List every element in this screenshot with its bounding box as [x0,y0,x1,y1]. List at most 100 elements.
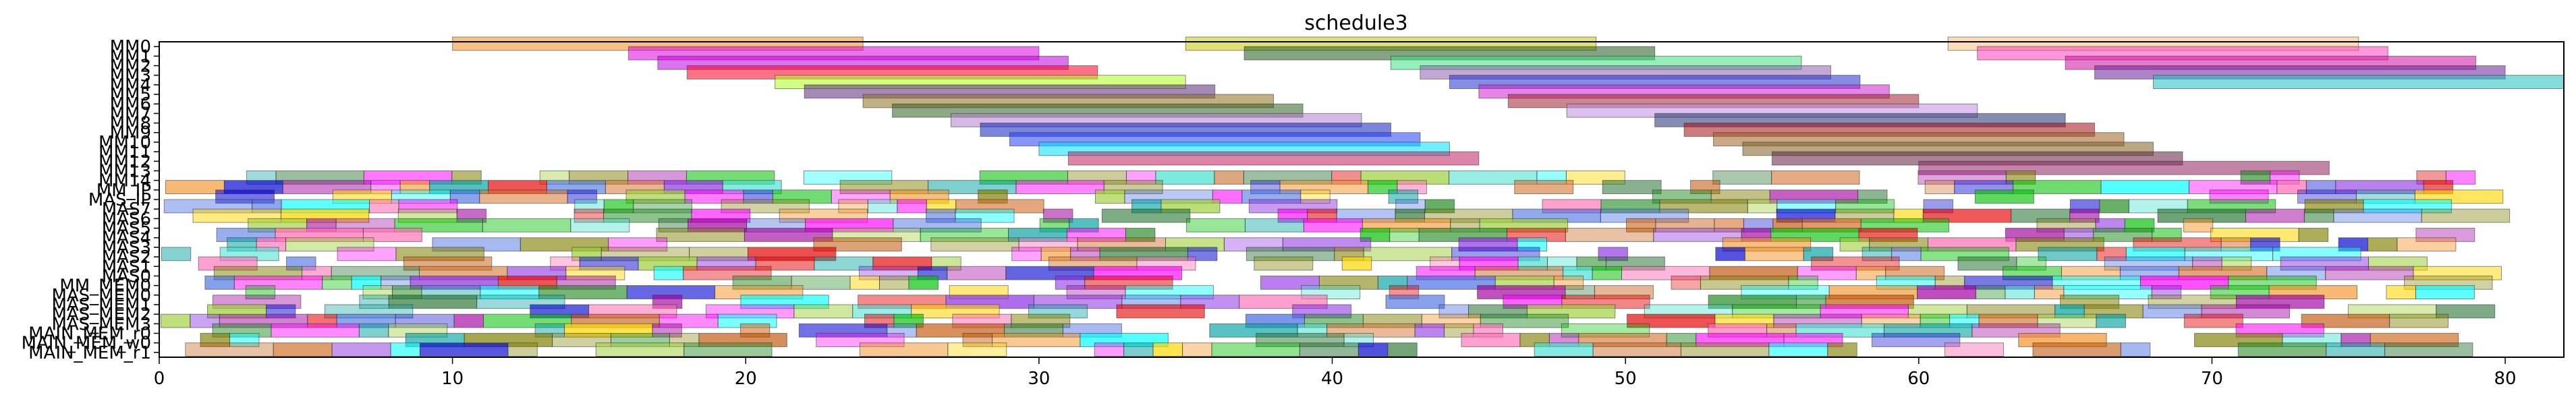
small-task-bar [1461,333,1521,347]
small-task-bar [204,275,235,290]
small-task-bar [1917,285,1976,299]
small-task-bar [2096,313,2126,328]
chart-title: schedule3 [1304,11,1408,35]
small-task-bar [1857,189,1888,204]
small-task-bar [1974,189,2034,204]
small-task-bar [1565,228,1654,242]
small-task-bar [2370,333,2459,347]
small-task-bar [337,247,397,262]
bars-layer [160,36,2565,357]
small-task-bar [740,295,829,309]
small-task-bar [2152,228,2182,242]
y-tick-label: MAS0 [102,266,151,286]
y-tick-label: MM7 [110,104,151,124]
small-task-bar [1387,342,1418,357]
small-task-bar [1871,333,1961,347]
small-task-bar [453,313,484,328]
small-task-bar [2303,208,2334,223]
small-task-bar [362,228,422,242]
small-task-bar [908,275,939,290]
x-tick-label: 0 [154,369,165,389]
small-task-bar [331,342,391,357]
small-task-bar [2038,247,2098,262]
y-tick-label: MM2 [110,56,151,76]
y-tick-label: MAS_MEM3 [51,314,151,334]
small-task-bar [245,285,276,299]
y-tick-label: MAIN_MEM_r1 [28,343,151,363]
small-task-bar [198,256,258,271]
small-task-bar [1975,285,2006,299]
small-task-bar [2069,208,2100,223]
small-task-bar [1414,323,1445,338]
small-task-bar [2389,313,2449,328]
y-tick-label: MAS6 [102,209,151,229]
small-task-bar [1671,275,1701,290]
small-task-bar [1514,180,1574,194]
small-task-bar [2436,304,2496,319]
y-tick-label: MAS2 [102,247,151,268]
small-task-bar [2368,256,2428,271]
small-task-bar [1602,180,1662,194]
small-task-bar [1084,275,1173,290]
small-task-bar [1885,266,1945,280]
small-task-bar [683,342,773,357]
y-tick-label: MM9 [110,123,151,144]
small-task-bar [2100,180,2189,194]
y-tick-label: MM_IP [96,181,151,201]
small-task-bar [1592,342,1681,357]
x-axis: 0 10 20 30 40 50 60 70 80 [154,357,2517,389]
small-task-bar [859,342,949,357]
small-task-bar [608,237,668,252]
small-task-bar [1155,170,1215,185]
y-tick-label: MAIN_MEM_r0 [28,324,151,344]
x-tick-label: 40 [1321,369,1343,389]
small-task-bar [2445,170,2476,185]
small-task-bar [1592,266,1623,280]
small-task-bar [160,313,191,328]
small-task-bar [1299,342,1359,357]
small-task-bar [2333,208,2422,223]
small-task-bar [1152,342,1183,357]
small-task-bar [1101,208,1191,223]
small-task-bar [803,170,893,185]
small-task-bar [2298,228,2328,242]
small-task-bar [652,323,682,338]
small-task-bar [1094,189,1125,204]
small-task-bar [1389,228,1420,242]
small-task-bar [930,237,1019,252]
small-task-bar [1254,256,1314,271]
small-task-bar [390,342,421,357]
small-task-bar [507,342,538,357]
small-task-bar [395,247,484,262]
small-task-bar [2272,247,2361,262]
small-task-bar [1811,256,1900,271]
small-task-bar [1187,247,1218,262]
y-tick-label: MM10 [99,133,151,153]
y-tick-label: MAS7 [102,200,151,220]
small-task-bar [1094,342,1125,357]
y-tick-label: MM12 [99,152,151,172]
x-tick-label: 20 [735,369,757,389]
y-tick-label: MAS3 [102,238,151,258]
small-task-bar [479,189,568,204]
small-task-bar [1788,275,1818,290]
small-task-bar [420,342,509,357]
task-bar [1067,151,1480,166]
small-task-bar [1768,342,1828,357]
small-task-bar [955,208,1015,223]
small-task-bar [1594,285,1654,299]
small-task-bar [1771,170,1860,185]
small-task-bar [1827,342,1857,357]
small-task-bar [185,342,274,357]
small-task-bar [1341,256,1372,271]
small-task-bar [285,237,374,252]
small-task-bar [1747,199,1778,214]
small-task-bar [1182,342,1212,357]
small-task-bar [1424,199,1455,214]
small-task-bar [2235,295,2325,309]
small-task-bar [683,266,772,280]
small-task-bar [947,266,1007,280]
small-task-bar [1069,218,1099,233]
small-task-bar [2237,342,2327,357]
